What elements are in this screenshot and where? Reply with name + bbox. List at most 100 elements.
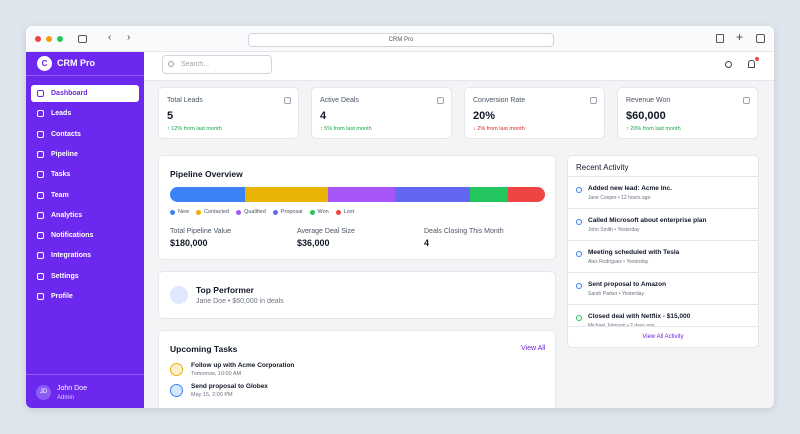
legend-dot [309, 209, 315, 215]
activity-list: Added new lead: Acme Inc. Jane Cooper • 1… [568, 177, 758, 326]
nav-item[interactable]: Notifications [31, 227, 139, 244]
stat-value: $60,000 [626, 110, 666, 122]
legend-label: Qualified [244, 209, 266, 215]
metric-label: Total Pipeline Value [170, 228, 231, 235]
stat-value: 20% [473, 110, 496, 122]
divider [26, 75, 144, 76]
search-input[interactable]: Search... [162, 55, 272, 74]
minimize-button[interactable] [46, 36, 52, 42]
activity-icon [576, 283, 582, 289]
address-bar[interactable]: CRM Pro [248, 33, 554, 47]
pipeline-segment [470, 187, 508, 202]
legend-dot [335, 209, 341, 215]
notifications-button[interactable] [748, 60, 755, 68]
legend-dot [196, 209, 202, 215]
pipeline-segment [327, 187, 395, 202]
divider [568, 326, 758, 327]
tasks-card: Upcoming Tasks View All Follow up with A… [158, 330, 556, 408]
stat-card: Revenue Won $60,000 ↑ 20% from last month [617, 87, 758, 139]
legend-label: New [178, 209, 190, 215]
metric-value: $180,000 [170, 238, 208, 248]
user-name: John Doe [57, 385, 87, 392]
nav-item[interactable]: Contacts [31, 126, 139, 143]
nav-item[interactable]: Tasks [31, 166, 139, 183]
nav-label: Tasks [51, 171, 71, 179]
legend-label: Lost [343, 209, 355, 215]
notification-badge [755, 57, 759, 61]
divider [26, 374, 144, 375]
stat-change: ↑ 12% from last month [167, 126, 222, 132]
legend-label: Won [317, 209, 329, 215]
nav-item[interactable]: Pipeline [31, 146, 139, 163]
sidebar: C CRM Pro JD John Doe Admin Dashboard Lea… [26, 52, 144, 408]
legend-dot [170, 209, 175, 215]
browser-window: ‹ › CRM Pro + C CRM Pro JD John Doe Admi… [26, 26, 774, 408]
nav-label: Settings [51, 272, 79, 280]
legend-item: Contacted [196, 209, 229, 215]
logo: C [37, 56, 52, 71]
activity-icon [576, 187, 582, 193]
tabs-button[interactable] [756, 34, 765, 43]
nav-item[interactable]: Profile [31, 288, 139, 305]
task-title[interactable]: Follow up with Acme Corporation [191, 362, 295, 369]
maximize-button[interactable] [57, 36, 63, 42]
nav-item[interactable]: Dashboard [31, 85, 139, 102]
nav-label: Dashboard [51, 90, 88, 97]
activity-title: Sent proposal to Amazon [588, 281, 667, 288]
card-title: Upcoming Tasks [170, 344, 238, 354]
top-performer-card: Top Performer Jane Doe • $60,000 in deal… [158, 271, 556, 319]
brand: CRM Pro [57, 58, 95, 68]
browser-toolbar: ‹ › CRM Pro + [26, 26, 774, 52]
card-title: Top Performer [196, 285, 254, 295]
back-button[interactable]: ‹ [108, 32, 112, 43]
stat-label: Active Deals [320, 97, 359, 104]
legend-item: Qualified [236, 209, 266, 215]
activity-meta: John Smith • Yesterday [588, 227, 640, 233]
card-title: Recent Activity [576, 163, 629, 172]
stat-card: Active Deals 4 ↑ 5% from last month [311, 87, 452, 139]
legend-dot [272, 209, 278, 215]
nav-label: Team [51, 191, 69, 199]
new-tab-button[interactable]: + [736, 30, 744, 44]
legend-item: New [170, 209, 189, 215]
view-all-activity-link[interactable]: View All Activity [642, 334, 684, 340]
task-title[interactable]: Send proposal to Globex [191, 383, 268, 390]
stat-value: 4 [320, 110, 327, 122]
task-due: May 15, 2:00 PM [191, 392, 233, 398]
nav-icon [37, 171, 44, 179]
forward-button[interactable]: › [127, 32, 131, 43]
view-all-link[interactable]: View All [521, 345, 546, 352]
nav-label: Notifications [51, 232, 94, 240]
nav-label: Pipeline [51, 150, 78, 158]
stat-change: ↑ 5% from last month [320, 126, 372, 132]
task-icon [170, 363, 183, 376]
activity-title: Called Microsoft about enterprise plan [588, 217, 707, 224]
nav-item[interactable]: Settings [31, 268, 139, 285]
legend-item: Proposal [272, 209, 303, 215]
nav-item[interactable]: Leads [31, 105, 139, 122]
legend-dot [236, 209, 242, 215]
activity-title: Meeting scheduled with Tesla [588, 249, 680, 256]
nav-icon [37, 130, 44, 138]
metric-value: $36,000 [297, 238, 330, 248]
nav-item[interactable]: Analytics [31, 207, 139, 224]
nav-icon [37, 272, 44, 280]
stat-card: Conversion Rate 20% ↓ 2% from last month [464, 87, 605, 139]
performer-detail: Jane Doe • $60,000 in deals [196, 298, 284, 305]
nav-item[interactable]: Integrations [31, 247, 139, 264]
nav-item[interactable]: Team [31, 187, 139, 204]
stat-label: Conversion Rate [473, 97, 526, 104]
nav-label: Analytics [51, 211, 83, 219]
sidebar-toggle[interactable] [78, 35, 87, 43]
theme-button[interactable] [725, 61, 732, 68]
share-button[interactable] [716, 34, 724, 43]
pipeline-segment [170, 187, 245, 202]
close-button[interactable] [35, 36, 41, 42]
activity-card: Recent Activity Added new lead: Acme Inc… [567, 155, 759, 348]
legend-label: Contacted [204, 209, 230, 215]
nav-icon [37, 90, 44, 97]
nav-icon [37, 252, 44, 260]
activity-icon [576, 219, 582, 225]
user-avatar: JD [36, 385, 51, 400]
